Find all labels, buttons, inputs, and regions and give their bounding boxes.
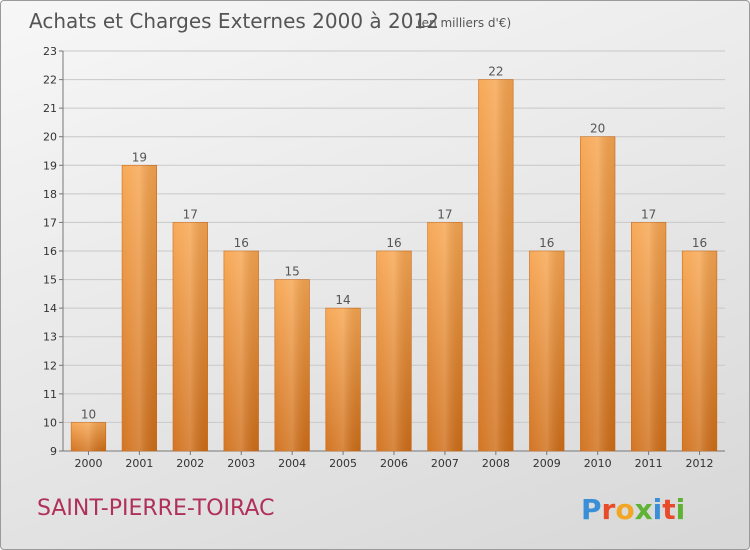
logo-letter: i [653, 493, 663, 526]
bar-highlight [172, 222, 208, 451]
bar-highlight [529, 251, 565, 451]
bar-highlight [631, 222, 666, 451]
data-label: 17 [641, 207, 656, 221]
y-tick-label: 20 [43, 131, 57, 144]
y-tick-label: 9 [50, 445, 57, 458]
y-tick-label: 16 [43, 245, 57, 258]
data-label: 15 [285, 265, 300, 279]
data-label: 16 [386, 236, 401, 250]
x-tick-label: 2001 [125, 457, 153, 470]
y-tick-label: 18 [43, 188, 57, 201]
y-tick-label: 15 [43, 274, 57, 287]
bar-highlight [376, 251, 412, 451]
bar-highlight [274, 279, 310, 451]
x-tick-label: 2002 [176, 457, 204, 470]
bar-highlight [71, 422, 106, 451]
proxiti-logo: Proxiti [581, 493, 685, 526]
proxiti-logo-text: Proxiti [581, 493, 685, 526]
commune-name: SAINT-PIERRE-TOIRAC [37, 496, 274, 521]
y-tick-label: 19 [43, 159, 57, 172]
logo-letter: r [602, 493, 616, 526]
chart-subtitle: (en milliers d'€) [417, 16, 511, 30]
logo-letter: t [662, 493, 675, 526]
y-tick-label: 11 [43, 388, 57, 401]
y-tick-label: 22 [43, 74, 57, 87]
logo-letter: x [635, 493, 653, 526]
bar-highlight [427, 222, 463, 451]
y-tick-label: 13 [43, 331, 57, 344]
data-label: 16 [539, 236, 554, 250]
y-tick-label: 10 [43, 416, 57, 429]
x-tick-label: 2011 [635, 457, 663, 470]
bar-highlight [478, 79, 514, 452]
x-tick-label: 2007 [431, 457, 459, 470]
y-tick-label: 23 [43, 45, 57, 58]
logo-letter: i [676, 493, 686, 526]
x-tick-label: 2010 [584, 457, 612, 470]
x-tick-label: 2006 [380, 457, 408, 470]
bar-highlight [580, 136, 616, 451]
y-tick-label: 12 [43, 359, 57, 372]
x-tick-label: 2008 [482, 457, 510, 470]
bar-highlight [223, 251, 259, 451]
bar-highlight [682, 251, 717, 451]
chart-title: Achats et Charges Externes 2000 à 2012 [29, 9, 439, 33]
data-label: 17 [437, 207, 452, 221]
data-label: 22 [488, 65, 503, 79]
x-tick-label: 2005 [329, 457, 357, 470]
x-axis-labels: 2000 2001 2002 2003 2004 2005 2006 2007 2008 2009… [74, 451, 714, 470]
x-tick-label: 2004 [278, 457, 306, 470]
logo-letter: o [615, 493, 634, 526]
data-label: 16 [234, 236, 249, 250]
data-label: 20 [590, 122, 605, 136]
bar-highlight [325, 308, 361, 451]
data-label: 16 [692, 236, 707, 250]
data-label: 10 [81, 407, 96, 421]
y-tick-label: 21 [43, 102, 57, 115]
y-tick-label: 17 [43, 216, 57, 229]
data-label: 19 [132, 150, 147, 164]
x-tick-label: 2009 [533, 457, 561, 470]
bar-highlight [122, 165, 157, 452]
data-label: 14 [335, 293, 350, 307]
x-tick-label: 2000 [74, 457, 102, 470]
data-label: 17 [183, 207, 198, 221]
logo-letter: P [581, 493, 602, 526]
y-tick-label: 14 [43, 302, 57, 315]
bars: 10 19 17 16 15 14 16 17 22 16 20 17 16 [70, 65, 718, 452]
x-tick-label: 2003 [227, 457, 255, 470]
x-tick-label: 2012 [686, 457, 714, 470]
